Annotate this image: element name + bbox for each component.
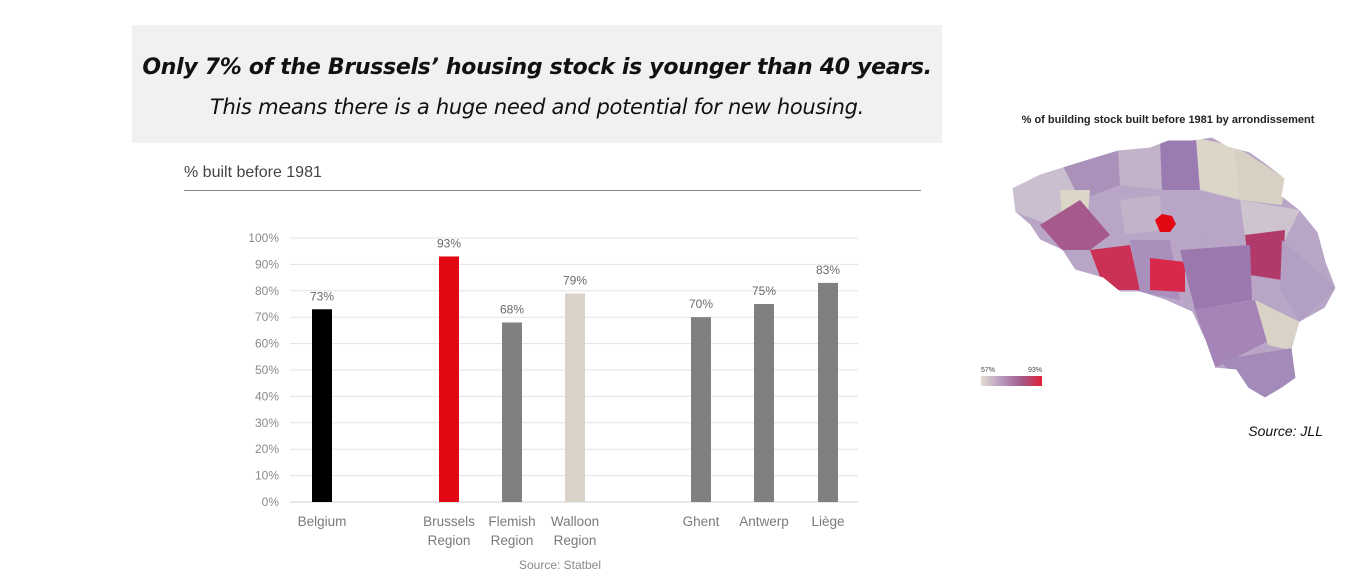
y-tick-label: 40% [255, 389, 279, 403]
map-region [1280, 240, 1336, 322]
data-label: 75% [752, 284, 776, 298]
bar [691, 317, 711, 502]
bar [312, 309, 332, 502]
data-label: 93% [437, 236, 461, 250]
map-region [1200, 190, 1240, 242]
map-legend-gradient [981, 376, 1042, 386]
bar [565, 293, 585, 502]
bar [818, 282, 838, 502]
map-region [1012, 137, 1336, 398]
category-label: Region [491, 533, 534, 548]
headline-banner: Only 7% of the Brussels’ housing stock i… [132, 25, 942, 143]
map-region [1240, 200, 1300, 240]
map-region [1040, 200, 1110, 250]
category-label: Antwerp [739, 514, 789, 529]
y-tick-label: 70% [255, 310, 279, 324]
chart-title: % built before 1981 [184, 164, 322, 181]
map-region [1012, 160, 1080, 225]
bar-chart: 0% 10% 20% 30% 40% 50% 60% 70% 80% 90% 100% 73% Belg… [248, 231, 858, 548]
category-label: Liège [811, 514, 844, 529]
map-region [1130, 240, 1180, 300]
map-region [1220, 348, 1296, 398]
data-label: 83% [816, 263, 840, 277]
map-region [1160, 138, 1200, 190]
y-tick-label: 60% [255, 337, 279, 351]
map-legend-max: 93% [1028, 367, 1043, 374]
y-tick-label: 100% [248, 231, 279, 245]
y-tick-label: 50% [255, 363, 279, 377]
category-label: Belgium [298, 514, 347, 529]
map-region [1235, 146, 1285, 205]
map-region [1060, 190, 1090, 215]
subline-text: This means there is a huge need and pote… [209, 95, 864, 119]
map-region [1138, 290, 1192, 340]
map-title: % of building stock built before 1981 by… [1021, 114, 1315, 126]
category-label: Walloon [551, 514, 599, 529]
y-tick-label: 90% [255, 257, 279, 271]
data-label: 73% [310, 289, 334, 303]
data-label: 70% [689, 297, 713, 311]
map-region [1090, 245, 1140, 290]
category-label: Region [554, 533, 597, 548]
map-region [1180, 245, 1252, 310]
bar [439, 256, 459, 502]
category-label: Brussels [423, 514, 475, 529]
chart-title-rule [184, 190, 921, 191]
category-label: Region [428, 533, 471, 548]
category-label: Flemish [488, 514, 535, 529]
map-region [1255, 300, 1300, 350]
map-region [1196, 138, 1240, 200]
belgium-outline [1011, 136, 1337, 399]
y-tick-label: 0% [262, 495, 280, 509]
brussels-region [1155, 214, 1176, 232]
y-tick-label: 30% [255, 416, 279, 430]
map-region [1150, 258, 1185, 292]
map-region [1120, 195, 1162, 235]
bar [502, 322, 522, 502]
map-region [1060, 148, 1120, 200]
y-tick-label: 20% [255, 442, 279, 456]
y-tick-label: 10% [255, 469, 279, 483]
data-label: 68% [500, 302, 524, 316]
map-region [1245, 230, 1285, 280]
map-region [1195, 300, 1270, 368]
map-source: Source: JLL [1248, 423, 1323, 439]
map-region [1118, 140, 1162, 190]
chart-source: Source: Statbel [518, 558, 602, 572]
y-tick-label: 80% [255, 284, 279, 298]
map-legend-min: 57% [981, 367, 996, 374]
bar [754, 304, 774, 502]
headline-text: Only 7% of the Brussels’ housing stock i… [142, 55, 932, 80]
category-label: Ghent [683, 514, 720, 529]
data-label: 79% [563, 273, 587, 287]
